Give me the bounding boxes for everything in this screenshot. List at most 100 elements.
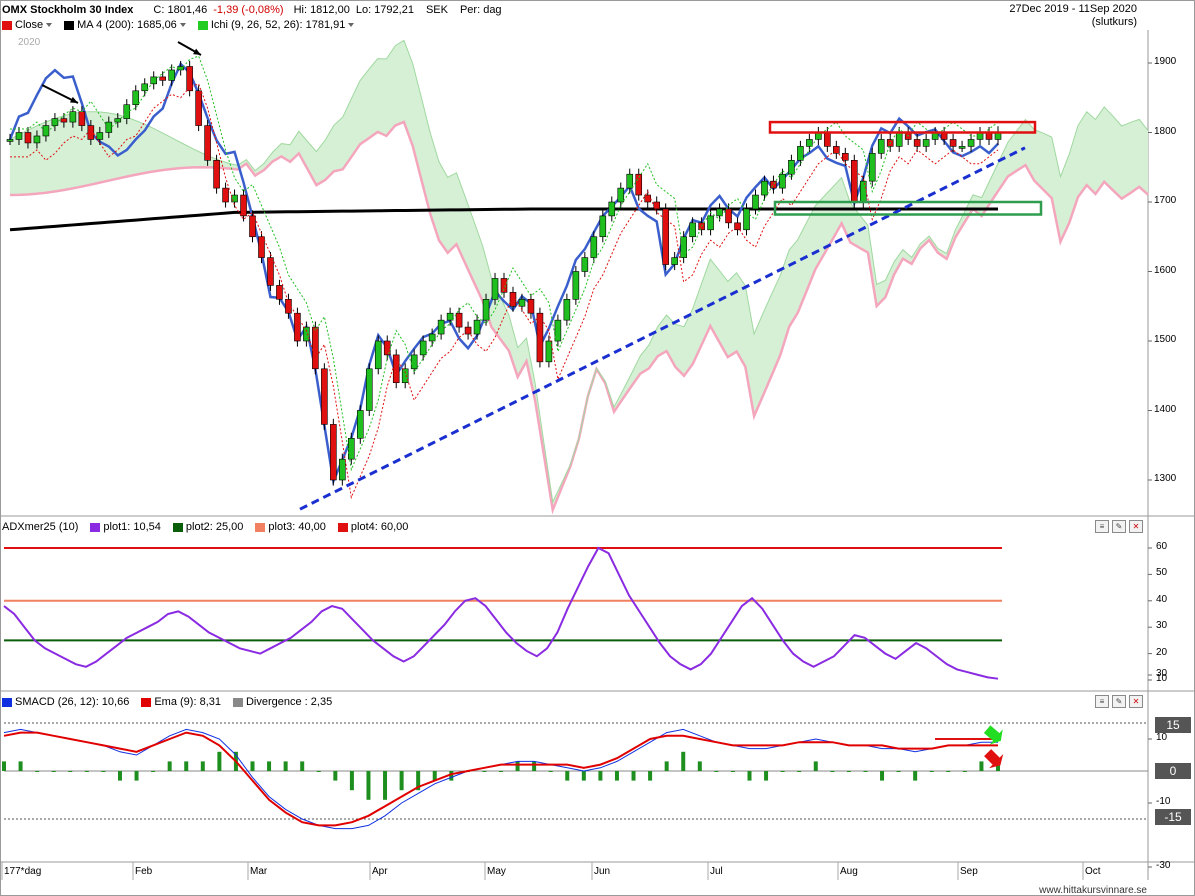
candle-body	[285, 298, 292, 314]
chevron-down-icon	[46, 23, 53, 27]
close-icon[interactable]: ✕	[1129, 695, 1143, 708]
tenkan-line	[10, 55, 999, 472]
divergence-bar	[117, 771, 122, 781]
divergence-bar	[515, 761, 520, 771]
candle-body	[500, 278, 508, 293]
month-label: Apr	[372, 866, 388, 877]
up-arrow-icon	[983, 725, 1003, 745]
legend-plot2[interactable]: plot2: 25,00	[172, 521, 243, 533]
candle-body	[545, 340, 553, 363]
legend-ema[interactable]: Ema (9): 8,31	[141, 696, 221, 708]
candle-body	[590, 236, 598, 258]
divergence-bar	[416, 771, 421, 791]
candle-body	[231, 194, 238, 203]
candle-body	[842, 153, 849, 161]
legend-ma[interactable]: MA 4 (200): 1685,06	[64, 19, 186, 31]
candle-body	[114, 118, 122, 123]
candle-body	[51, 118, 59, 126]
divergence-bar	[581, 771, 586, 781]
div-label: Divergence : 2,35	[245, 696, 333, 708]
candle-body	[473, 319, 481, 335]
candle-body	[383, 340, 391, 356]
legend-close[interactable]: Close	[2, 19, 53, 31]
date-range: 27Dec 2019 - 11Sep 2020	[1009, 3, 1137, 15]
candle-body	[949, 139, 957, 147]
candle-body	[312, 326, 319, 370]
legend-smacd[interactable]: SMACD (26, 12): 10,66	[2, 696, 129, 708]
candle-body	[428, 333, 436, 342]
high-value: Hi: 1812,00	[293, 4, 350, 16]
divergence-bar	[134, 771, 139, 781]
candle-body	[617, 187, 625, 203]
divergence-bar	[51, 771, 56, 772]
candle-body	[599, 215, 607, 238]
price-tick-label: 1600	[1154, 264, 1177, 276]
divergence-bar	[349, 771, 354, 791]
legend-plot4[interactable]: plot4: 60,00	[337, 521, 408, 533]
settings-icon[interactable]: ≡	[1095, 520, 1109, 533]
legend-plot1[interactable]: plot1: 10,54	[90, 521, 161, 533]
candle-body	[410, 354, 418, 370]
plot4-swatch	[337, 522, 348, 532]
candle-body	[734, 222, 741, 231]
month-label: Sep	[960, 866, 978, 877]
divergence-bar	[962, 771, 967, 772]
legend-ichi[interactable]: Ichi (9, 26, 52, 26): 1781,91	[197, 19, 355, 31]
candle-body	[895, 132, 903, 147]
legend-divergence[interactable]: Divergence : 2,35	[232, 696, 333, 708]
smacd-legend: SMACD (26, 12): 10,66 Ema (9): 8,31 Dive…	[2, 695, 332, 709]
wrench-icon[interactable]: ✎	[1112, 695, 1126, 708]
month-label: Feb	[135, 866, 153, 877]
candle-body	[797, 146, 804, 161]
candle-body	[761, 180, 768, 196]
annotation-arrow-head	[193, 48, 201, 55]
divergence-bar	[35, 771, 40, 772]
candle-body	[509, 292, 517, 307]
divergence-bar	[151, 771, 156, 772]
candle-body	[339, 458, 346, 481]
candle-body	[859, 180, 867, 203]
macd-level-box-upper: 15	[1155, 717, 1191, 733]
legend-close-label: Close	[15, 19, 44, 31]
candle-body	[689, 222, 696, 238]
candle-body	[374, 340, 382, 370]
candle-body	[464, 326, 472, 335]
ichi-swatch	[197, 20, 208, 30]
settings-icon[interactable]: ≡	[1095, 695, 1109, 708]
divergence-bar	[101, 771, 106, 772]
divergence-bar	[813, 761, 818, 771]
candle-body	[213, 160, 220, 189]
relative-strength-line	[8, 61, 999, 486]
candle-body	[581, 257, 589, 272]
legend-ma-label: MA 4 (200): 1685,06	[77, 19, 177, 31]
plot1-label: plot1: 10,54	[103, 521, 161, 533]
candle-body	[303, 326, 310, 342]
cloud-span-a-line	[9, 39, 1149, 504]
cloud-span-b-line	[9, 120, 1149, 515]
divergence-bar	[714, 771, 719, 772]
price-tick-label: 1900	[1154, 56, 1177, 67]
month-label: 177*dag	[4, 866, 42, 877]
candle-body	[779, 173, 786, 189]
candle-body	[662, 208, 669, 265]
wrench-icon[interactable]: ✎	[1112, 520, 1126, 533]
divergence-bar	[548, 771, 553, 772]
divergence-bar	[18, 761, 23, 771]
close-icon[interactable]: ✕	[1129, 520, 1143, 533]
candle-body	[913, 139, 921, 147]
low-value: Lo: 1792,21	[355, 4, 414, 16]
adx-tick-label: 60	[1156, 541, 1168, 552]
plot2-swatch	[172, 522, 183, 532]
candle-body	[922, 139, 930, 147]
price-tick-label: 1400	[1154, 403, 1177, 415]
candle-body	[6, 139, 14, 142]
date-range-block: 27Dec 2019 - 11Sep 2020 (slutkurs)	[1009, 3, 1137, 29]
legend-plot3[interactable]: plot3: 40,00	[255, 521, 326, 533]
candle-body	[330, 424, 337, 481]
divergence-bar	[598, 771, 603, 781]
divergence-bar	[846, 771, 851, 772]
candle-body	[186, 66, 193, 92]
candle-body	[204, 125, 211, 161]
candle-body	[536, 312, 544, 363]
